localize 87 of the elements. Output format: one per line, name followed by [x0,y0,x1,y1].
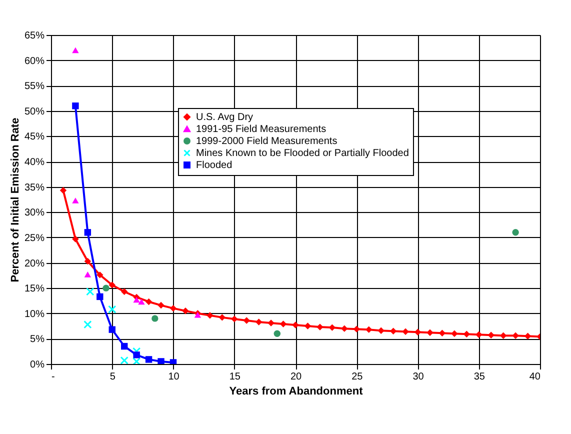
point [152,315,158,322]
point [102,284,110,292]
point [120,356,128,364]
x-axis-title: Years from Abandonment [229,386,364,398]
point [108,305,116,314]
point [108,282,116,288]
y-tick-label: 25% [24,232,45,244]
point [84,229,92,236]
x-tick-label: - [52,372,55,382]
point [158,302,164,309]
point [438,330,446,336]
point [268,320,274,326]
point [316,324,324,330]
point [255,318,262,326]
point [145,356,152,363]
y-tick-label: 50% [24,106,45,118]
point [86,288,94,296]
x-tick-label: 40 [529,372,541,382]
point [500,332,507,340]
point [96,272,104,278]
legend-label: Mines Known to be Flooded or Partially Flooded [196,148,409,159]
point [292,322,299,328]
point [426,329,434,336]
point [133,352,140,358]
x-tick-label: 20 [290,372,302,382]
point [451,330,458,337]
y-tick-label: 30% [24,208,45,219]
point [60,187,67,194]
x-tick-label: 25 [352,372,364,382]
point [488,332,494,339]
y-tick-label: 20% [24,258,45,270]
point [218,314,226,321]
point [182,308,189,314]
point [243,317,250,324]
point [378,327,384,334]
point [304,322,312,330]
point [476,331,482,338]
point [206,312,214,319]
point [512,332,519,340]
point [390,328,397,334]
point [231,316,238,322]
y-tick-label: 45% [24,132,45,143]
point [463,330,470,338]
legend-label: 1991-95 Field Measurements [196,124,326,135]
point [72,236,79,242]
y-tick-label: 5% [30,334,45,346]
point [170,304,177,312]
point [84,258,92,265]
legend-label: 1999-2000 Field Measurements [196,136,338,147]
y-tick-label: 10% [24,308,45,320]
y-tick-label: 40% [24,157,45,168]
point [96,293,104,300]
point [72,47,79,54]
point [402,328,409,335]
point [274,330,281,337]
point [512,229,519,236]
point [133,296,140,303]
point [72,198,79,204]
point [414,328,422,336]
y-tick-label: 55% [24,81,45,92]
x-tick-label: 10 [168,372,180,382]
x-tick-label: 5 [110,372,116,382]
y-tick-label: 65% [24,30,45,42]
point [84,320,92,329]
x-tick-label: 15 [229,372,241,382]
x-tick-label: 30 [412,372,424,382]
legend-label: U.S. Avg Dry [196,112,254,123]
point [524,332,532,340]
y-tick-label: 0% [30,360,45,370]
point [341,325,348,332]
legend-label: Flooded [196,160,232,171]
point [280,320,287,328]
point [353,326,360,332]
point [72,102,79,110]
y-tick-label: 35% [24,182,45,194]
x-tick-label: 35 [474,372,486,382]
point [328,324,336,331]
point [108,326,116,333]
point [145,298,152,306]
point [158,358,164,364]
point [138,298,145,305]
y-tick-label: 60% [24,56,45,67]
y-axis-title: Percent of Initial Emission Rate [9,118,22,282]
point [120,288,128,295]
y-tick-label: 15% [24,284,45,295]
point [120,342,128,350]
point [84,272,92,278]
